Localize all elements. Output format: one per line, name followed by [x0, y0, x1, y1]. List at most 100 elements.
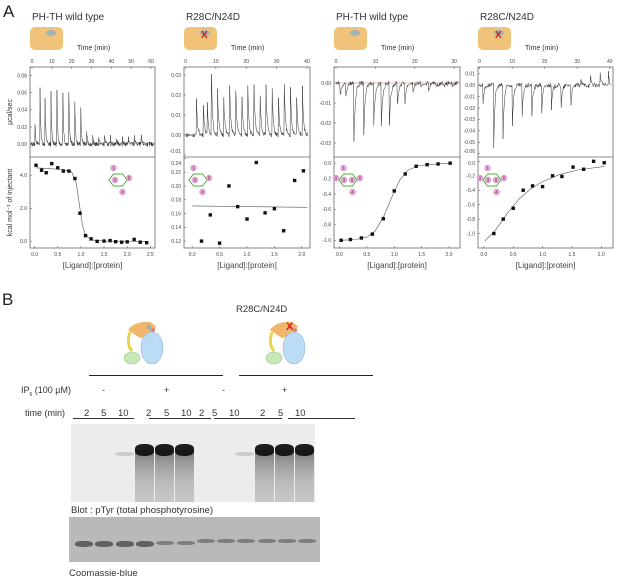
- bottom-x-tick-label: 2.0: [124, 252, 131, 258]
- top-x-tick-label: 10: [213, 59, 219, 65]
- data-point: [119, 240, 124, 244]
- bottom-x-tick-label: 1.0: [539, 252, 546, 258]
- data-point: [138, 240, 142, 244]
- panel-title: PH-TH wild type: [32, 12, 105, 23]
- top-y-tick-label: -0.03: [464, 117, 476, 123]
- top-y-tick-label: -0.04: [464, 129, 476, 135]
- top-y-tick-label: 0.03: [171, 73, 181, 79]
- bottom-x-tick-label: 1.0: [391, 252, 398, 258]
- top-y-tick-label: 0.04: [17, 108, 27, 114]
- phosphate-site-icon: [356, 174, 364, 182]
- top-y-tick-label: -0.01: [320, 101, 332, 107]
- fit-curve: [484, 166, 605, 242]
- bottom-y-tick-label: 0.20: [171, 184, 181, 190]
- panel-title: PH-TH wild type: [336, 12, 409, 23]
- bottom-y-tick-label: 0.0: [20, 239, 27, 245]
- data-point: [67, 169, 71, 173]
- data-point: [550, 174, 555, 178]
- mutant-group-line: [239, 375, 373, 377]
- bottom-x-axis-label: [Ligand]:[protein]: [217, 261, 277, 270]
- data-point: [492, 231, 496, 236]
- phosphate-site-label: 2: [335, 176, 338, 181]
- itc-panel-3: PH-TH wild type Time (min) 0 10 20 30 -0.03 -0.…: [320, 12, 461, 270]
- data-point: [282, 229, 286, 233]
- bottom-y-tick-label: -1.0: [466, 231, 475, 237]
- top-y-tick-label: -0.01: [170, 149, 182, 155]
- data-point: [144, 241, 149, 245]
- top-x-tick-label: 40: [109, 59, 115, 65]
- data-point: [108, 238, 112, 243]
- mutant-label: R28C/N24D: [236, 304, 288, 315]
- phosphate-site-icon: [205, 174, 213, 182]
- phosphate-site-label: 4: [121, 190, 124, 195]
- binding-site-icon: [200, 30, 210, 36]
- phosphate-site-label: 2: [479, 176, 482, 181]
- phospho-band: [255, 444, 274, 456]
- data-point: [381, 216, 386, 221]
- protein-band: [217, 539, 236, 543]
- top-y-tick-label: 0.02: [171, 93, 181, 99]
- phosphate-site-icon: [340, 176, 348, 184]
- top-x-tick-label: 0: [335, 59, 338, 65]
- blot-label: Blot : pTyr (total phosphotyrosine): [71, 505, 214, 516]
- top-y-tick-label: -0.02: [320, 121, 332, 127]
- protein-band: [95, 541, 114, 547]
- top-x-axis-label: Time (min): [525, 45, 558, 52]
- phosphate-site-label: 3: [114, 178, 117, 183]
- bottom-x-tick-label: 2.0: [598, 252, 605, 258]
- data-point: [95, 239, 99, 244]
- phosphate-site-icon: [349, 188, 356, 196]
- data-point: [78, 211, 82, 215]
- bottom-x-tick-label: 2.0: [298, 252, 305, 258]
- bottom-y-tick-label: -0.8: [322, 223, 331, 229]
- ip6-state: -: [102, 385, 105, 395]
- phosphate-site-icon: [492, 176, 500, 184]
- protein-band: [257, 539, 276, 543]
- data-point: [272, 207, 277, 211]
- phosphate-site-label: 1: [486, 166, 489, 171]
- bottom-x-tick-label: 2.0: [446, 252, 453, 258]
- top-y-tick-label: -0.03: [320, 141, 332, 147]
- binding-site-icon: [350, 30, 360, 36]
- phosphate-site-icon: [340, 164, 347, 172]
- top-x-tick-label: 10: [49, 59, 55, 65]
- phosphate-site-label: 5: [208, 176, 211, 181]
- bottom-x-tick-label: 0.0: [189, 252, 196, 258]
- data-point: [540, 184, 545, 189]
- phospho-smear: [155, 450, 174, 502]
- time-point-label: 5: [101, 408, 107, 419]
- phosphate-site-icon: [476, 174, 484, 182]
- top-x-tick-label: 10: [373, 59, 379, 65]
- itc-thermogram-trace: [30, 87, 155, 148]
- phosphate-site-icon: [332, 174, 340, 182]
- protein-band: [115, 541, 134, 547]
- top-x-tick-label: 30: [451, 59, 457, 65]
- time-point-label: 2: [199, 408, 205, 419]
- protein-band: [237, 539, 256, 543]
- data-point: [521, 188, 525, 192]
- phosphate-site-icon: [500, 174, 508, 182]
- time-label: time (min): [25, 408, 65, 418]
- time-group-underline: [73, 418, 134, 419]
- time-point-label: 10: [118, 408, 129, 419]
- phosphate-site-icon: [348, 176, 356, 184]
- wild-type-protein-cartoon: [123, 321, 164, 365]
- top-y-tick-label: 0.00: [171, 133, 181, 139]
- protein-band: [278, 539, 296, 543]
- protein-band: [176, 541, 195, 545]
- data-point: [425, 163, 429, 167]
- data-point: [217, 241, 222, 245]
- data-point: [125, 240, 129, 244]
- inositol-phosphate-ligand-icon: 12 3 6 5 4: [332, 164, 364, 196]
- top-y-tick-label: 0.06: [17, 91, 27, 97]
- bottom-y-tick-label: 0.0: [324, 161, 331, 167]
- fit-curve: [192, 205, 308, 208]
- phosphate-site-label: 6: [495, 178, 498, 183]
- data-point: [44, 171, 48, 175]
- top-x-tick-label: 50: [128, 59, 134, 65]
- bottom-y-axis-label: kcal mol⁻¹ of injectant: [7, 169, 14, 237]
- bottom-y-tick-label: -0.8: [466, 217, 475, 223]
- mutation-x-icon: X: [286, 321, 294, 333]
- top-x-axis-label: Time (min): [231, 45, 264, 52]
- itc-panel-2: R28C/N24D X Time (min) 0 10 20 30 40 -0.01 0.00 0.…: [170, 12, 311, 270]
